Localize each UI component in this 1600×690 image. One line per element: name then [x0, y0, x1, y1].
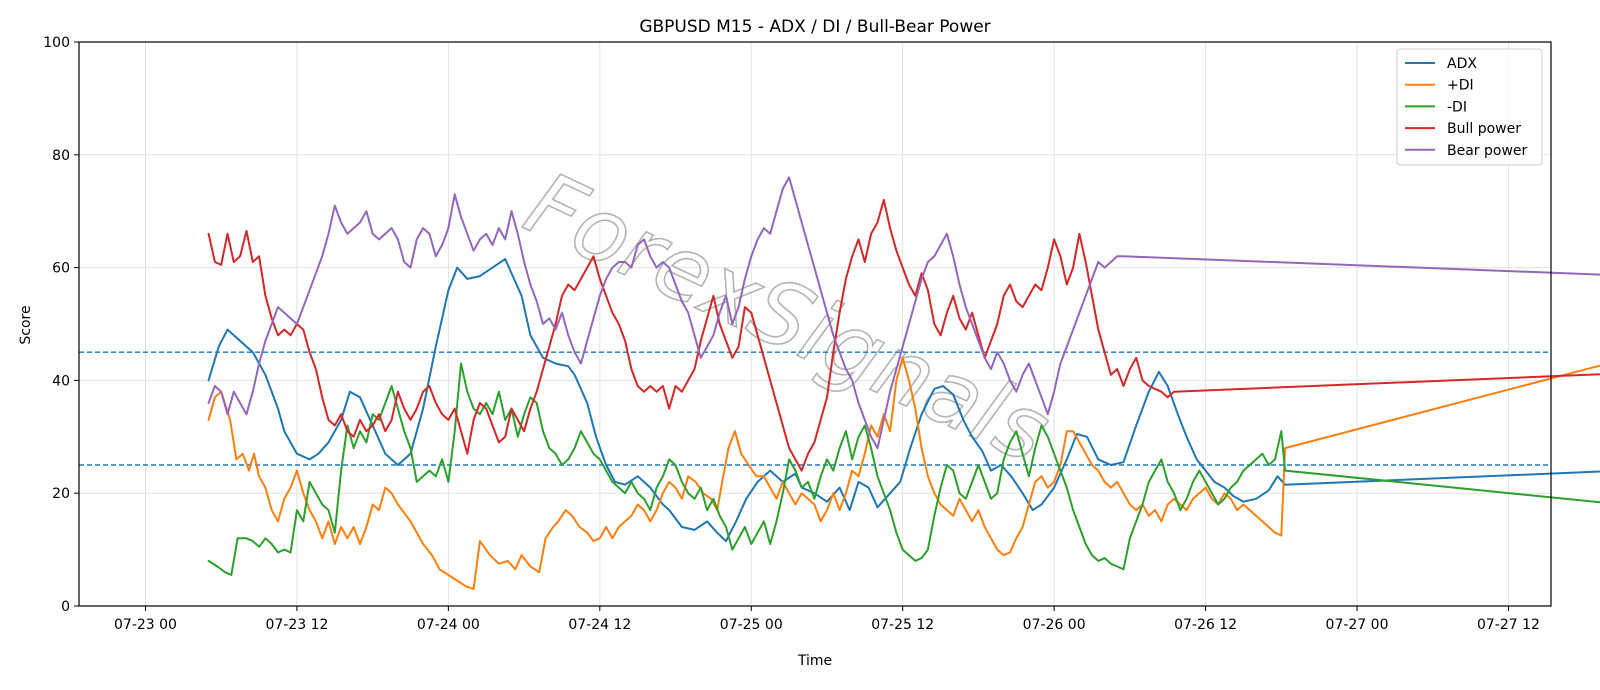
- x-tick-label: 07-24 00: [417, 617, 480, 633]
- legend-entry-label: Bear power: [1447, 143, 1528, 159]
- y-tick-label: 0: [61, 599, 70, 615]
- series-line-di: [207, 356, 1600, 591]
- series-line-bull-power: [207, 198, 1600, 472]
- legend-entry-label: +DI: [1447, 78, 1474, 94]
- x-tick-label: 07-23 00: [114, 617, 177, 633]
- series-line-bear-power: [207, 176, 1600, 450]
- plot-area-frame: [78, 41, 1552, 607]
- legend-entry-label: Bull power: [1447, 121, 1521, 137]
- x-axis-ticks: 07-23 00 07-23 12 07-24 00 07-24 12 07-25 00…: [114, 606, 1540, 633]
- legend-box: [1396, 48, 1543, 166]
- plot-series: [207, 176, 1600, 591]
- series-line-di: [207, 362, 1600, 576]
- y-tick-label: 100: [43, 35, 70, 51]
- x-tick-label: 07-25 12: [871, 617, 934, 633]
- y-axis-ticks: 0 20 40 60 80 100: [43, 35, 79, 615]
- y-tick-label: 40: [52, 373, 70, 389]
- x-tick-label: 07-26 12: [1174, 617, 1237, 633]
- x-tick-label: 07-26 00: [1023, 617, 1086, 633]
- x-axis-label: Time: [797, 653, 832, 669]
- series-line-adx: [207, 258, 1600, 543]
- legend-entry-label: -DI: [1447, 99, 1467, 115]
- y-tick-label: 20: [52, 486, 70, 502]
- legend-entry-label: ADX: [1447, 56, 1477, 72]
- y-tick-label: 80: [52, 148, 70, 164]
- reference-lines: [79, 351, 1551, 466]
- x-tick-label: 07-27 12: [1477, 617, 1540, 633]
- x-tick-label: 07-24 12: [568, 617, 631, 633]
- legend: ADX +DI -DI Bull power Bear power: [1396, 48, 1543, 166]
- y-tick-label: 60: [52, 261, 70, 277]
- chart-title: GBPUSD M15 - ADX / DI / Bull-Bear Power: [639, 17, 990, 37]
- y-axis-label: Score: [18, 305, 34, 344]
- x-tick-label: 07-27 00: [1326, 617, 1389, 633]
- x-tick-label: 07-25 00: [720, 617, 783, 633]
- x-tick-label: 07-23 12: [265, 617, 328, 633]
